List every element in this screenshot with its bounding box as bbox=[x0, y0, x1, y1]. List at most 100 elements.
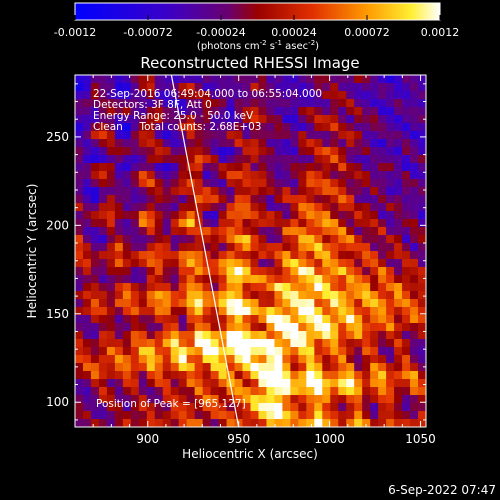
heatmap-cell bbox=[226, 195, 235, 204]
heatmap-cell bbox=[394, 403, 403, 412]
heatmap-cell bbox=[210, 139, 219, 148]
heatmap-cell bbox=[210, 331, 219, 340]
heatmap-cell bbox=[242, 419, 251, 427]
heatmap-cell bbox=[322, 187, 331, 196]
heatmap-cell bbox=[258, 187, 267, 196]
heatmap-cell bbox=[410, 187, 419, 196]
heatmap-cell bbox=[194, 227, 204, 236]
heatmap-cell bbox=[266, 227, 275, 236]
heatmap-cell bbox=[410, 323, 419, 332]
heatmap-cell bbox=[370, 395, 379, 404]
heatmap-cell bbox=[122, 91, 132, 100]
heatmap-cell bbox=[138, 259, 148, 268]
heatmap-cell bbox=[402, 307, 411, 316]
heatmap-cell bbox=[306, 275, 315, 284]
heatmap-cell bbox=[394, 195, 403, 204]
heatmap-cell bbox=[162, 307, 172, 316]
heatmap-cell bbox=[75, 83, 84, 92]
heatmap-cell bbox=[138, 267, 148, 276]
heatmap-cell bbox=[250, 147, 259, 156]
heatmap-cell bbox=[330, 99, 339, 108]
heatmap-cell bbox=[258, 219, 267, 228]
heatmap-cell bbox=[266, 187, 275, 196]
heatmap-cell bbox=[282, 387, 291, 396]
heatmap-cell bbox=[178, 259, 188, 268]
heatmap-cell bbox=[322, 147, 331, 156]
heatmap-cell bbox=[90, 147, 100, 156]
heatmap-cell bbox=[75, 387, 84, 396]
heatmap-cell bbox=[282, 299, 291, 308]
heatmap-cell bbox=[202, 339, 212, 348]
heatmap-cell bbox=[290, 139, 299, 148]
heatmap-cell bbox=[202, 195, 212, 204]
heatmap-cell bbox=[194, 91, 204, 100]
heatmap-cell bbox=[98, 275, 108, 284]
heatmap-cell bbox=[170, 227, 180, 236]
heatmap-cell bbox=[82, 155, 92, 164]
heatmap-cell bbox=[122, 259, 132, 268]
heatmap-cell bbox=[274, 139, 283, 148]
colorbar-tick-label: -0.00072 bbox=[123, 26, 172, 39]
heatmap-cell bbox=[194, 163, 204, 172]
heatmap-cell bbox=[250, 371, 259, 380]
heatmap-cell bbox=[386, 211, 395, 220]
heatmap-cell bbox=[146, 99, 156, 108]
heatmap-cell bbox=[75, 243, 84, 252]
heatmap-cell bbox=[106, 379, 116, 388]
heatmap-cell bbox=[194, 379, 204, 388]
heatmap-cell bbox=[98, 219, 108, 228]
heatmap-cell bbox=[306, 379, 315, 388]
heatmap-cell bbox=[162, 83, 172, 92]
heatmap-cell bbox=[154, 91, 164, 100]
heatmap-cell bbox=[186, 99, 196, 108]
heatmap-cell bbox=[98, 123, 108, 132]
heatmap-cell bbox=[242, 83, 251, 92]
heatmap-cell bbox=[362, 187, 371, 196]
heatmap-cell bbox=[258, 355, 267, 364]
heatmap-cell bbox=[178, 155, 188, 164]
heatmap-cell bbox=[138, 379, 148, 388]
heatmap-cell bbox=[106, 291, 116, 300]
heatmap-cell bbox=[354, 139, 363, 148]
heatmap-cell bbox=[338, 219, 347, 228]
heatmap-cell bbox=[322, 203, 331, 212]
heatmap-cell bbox=[314, 211, 323, 220]
heatmap-cell bbox=[234, 243, 243, 252]
heatmap-cell bbox=[234, 339, 243, 348]
heatmap-cell bbox=[282, 155, 291, 164]
heatmap-cell bbox=[82, 179, 92, 188]
heatmap-cell bbox=[82, 187, 92, 196]
heatmap-cell bbox=[226, 267, 235, 276]
heatmap-cell bbox=[242, 211, 251, 220]
heatmap-cell bbox=[394, 323, 403, 332]
heatmap-cell bbox=[146, 155, 156, 164]
heatmap-cell bbox=[75, 227, 84, 236]
heatmap-cell bbox=[346, 147, 355, 156]
heatmap-cell bbox=[346, 179, 355, 188]
heatmap-cell bbox=[298, 411, 307, 420]
heatmap-cell bbox=[226, 363, 235, 372]
heatmap-cell bbox=[170, 395, 180, 404]
heatmap-cell bbox=[282, 251, 291, 260]
heatmap-cell bbox=[210, 363, 219, 372]
heatmap-cell bbox=[146, 227, 156, 236]
heatmap-cell bbox=[154, 363, 164, 372]
heatmap-cell bbox=[370, 411, 379, 420]
heatmap-cell bbox=[370, 387, 379, 396]
heatmap-cell bbox=[418, 139, 426, 148]
heatmap-cell bbox=[242, 155, 251, 164]
heatmap-cell bbox=[226, 299, 235, 308]
heatmap-cell bbox=[250, 187, 259, 196]
heatmap-cell bbox=[346, 107, 355, 116]
heatmap-cell bbox=[106, 75, 116, 84]
heatmap-cell bbox=[178, 363, 188, 372]
heatmap-cell bbox=[210, 395, 219, 404]
heatmap-cell bbox=[162, 99, 172, 108]
heatmap-cell bbox=[386, 99, 395, 108]
heatmap-cell bbox=[154, 227, 164, 236]
heatmap-cell bbox=[210, 339, 219, 348]
heatmap-cell bbox=[362, 307, 371, 316]
heatmap-cell bbox=[90, 219, 100, 228]
heatmap-cell bbox=[402, 403, 411, 412]
heatmap-cell bbox=[218, 307, 227, 316]
